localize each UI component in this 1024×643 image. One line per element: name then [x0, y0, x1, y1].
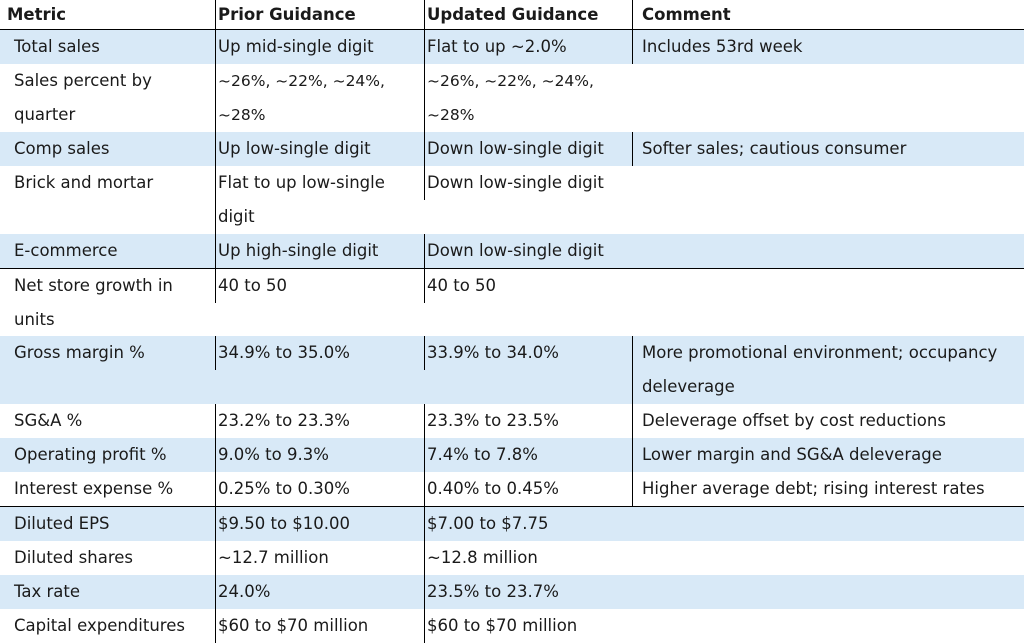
metric-cell: Tax rate — [14, 582, 80, 601]
prior-cell: 34.9% to 35.0% — [215, 336, 424, 370]
prior-cell: $60 to $70 million — [215, 609, 424, 643]
updated-cell: Down low-single digit — [424, 234, 632, 268]
table-row: E-commerce Up high-single digit Down low… — [0, 234, 1024, 268]
prior-cell: ~12.7 million — [215, 541, 424, 575]
prior-cell: ~26%, ~22%, ~24%, ~28% — [215, 64, 424, 132]
metric-cell: Capital expenditures — [14, 616, 185, 635]
comment-cell: Softer sales; cautious consumer — [632, 132, 1024, 166]
updated-cell: 23.5% to 23.7% — [424, 575, 632, 609]
prior-cell: 24.0% — [215, 575, 424, 609]
metric-cell: SG&A % — [14, 411, 83, 430]
header-updated-guidance: Updated Guidance — [424, 0, 632, 30]
comment-cell: More promotional environment; occupancy … — [632, 336, 1024, 404]
prior-cell: $9.50 to $10.00 — [215, 507, 424, 541]
metric-cell: Brick and mortar — [14, 173, 154, 192]
comment-cell: Higher average debt; rising interest rat… — [632, 472, 1024, 506]
prior-cell: 0.25% to 0.30% — [215, 472, 424, 506]
table-row: Comp sales Up low-single digit Down low-… — [0, 132, 1024, 166]
table-row: Brick and mortar Flat to up low-single d… — [0, 166, 1024, 234]
updated-cell: $60 to $70 million — [424, 609, 632, 643]
prior-cell: Flat to up low-single digit — [215, 166, 424, 234]
table-row: Capital expenditures $60 to $70 million … — [0, 609, 1024, 643]
prior-cell: 40 to 50 — [215, 269, 424, 303]
table-row: Diluted shares ~12.7 million ~12.8 milli… — [0, 541, 1024, 575]
table-header-row: Metric Prior Guidance Updated Guidance C… — [0, 0, 1024, 30]
updated-cell: 40 to 50 — [424, 269, 632, 303]
metric-cell: Interest expense % — [14, 479, 174, 498]
updated-cell: 0.40% to 0.45% — [424, 472, 632, 506]
header-prior-guidance: Prior Guidance — [215, 0, 424, 30]
metric-cell: Operating profit % — [14, 445, 167, 464]
prior-cell: Up high-single digit — [215, 234, 424, 268]
updated-cell: 23.3% to 23.5% — [424, 404, 632, 438]
table-row: Gross margin % 34.9% to 35.0% 33.9% to 3… — [0, 336, 1024, 404]
updated-cell: Flat to up ~2.0% — [424, 30, 632, 64]
metric-cell: Sales percent by quarter — [14, 71, 152, 124]
metric-cell: Gross margin % — [14, 343, 145, 362]
metric-cell: E-commerce — [14, 241, 118, 260]
comment-cell: Deleverage offset by cost reductions — [632, 404, 1024, 438]
table-row: Total sales Up mid-single digit Flat to … — [0, 30, 1024, 64]
updated-cell: ~26%, ~22%, ~24%, ~28% — [424, 64, 632, 132]
prior-cell: 9.0% to 9.3% — [215, 438, 424, 472]
metric-cell: Net store growth in units — [14, 276, 173, 329]
comment-cell: Lower margin and SG&A deleverage — [632, 438, 1024, 472]
metric-cell: Total sales — [14, 37, 100, 56]
prior-cell: Up low-single digit — [215, 132, 424, 166]
table-row: Tax rate 24.0% 23.5% to 23.7% — [0, 575, 1024, 609]
table-row: Interest expense % 0.25% to 0.30% 0.40% … — [0, 472, 1024, 506]
updated-cell: $7.00 to $7.75 — [424, 507, 632, 541]
header-comment: Comment — [632, 0, 1024, 30]
updated-cell: Down low-single digit — [424, 132, 632, 166]
table-row: Net store growth in units 40 to 50 40 to… — [0, 268, 1024, 336]
header-metric: Metric — [7, 5, 67, 24]
prior-cell: 23.2% to 23.3% — [215, 404, 424, 438]
metric-cell: Comp sales — [14, 139, 110, 158]
metric-cell: Diluted EPS — [14, 514, 110, 533]
updated-cell: ~12.8 million — [424, 541, 632, 575]
prior-cell: Up mid-single digit — [215, 30, 424, 64]
metric-cell: Diluted shares — [14, 548, 134, 567]
table-row: Operating profit % 9.0% to 9.3% 7.4% to … — [0, 438, 1024, 472]
table-row: SG&A % 23.2% to 23.3% 23.3% to 23.5% Del… — [0, 404, 1024, 438]
updated-cell: 7.4% to 7.8% — [424, 438, 632, 472]
table-row: Diluted EPS $9.50 to $10.00 $7.00 to $7.… — [0, 506, 1024, 541]
updated-cell: Down low-single digit — [424, 166, 632, 200]
comment-cell: Includes 53rd week — [632, 30, 1024, 64]
table-row: Sales percent by quarter ~26%, ~22%, ~24… — [0, 64, 1024, 132]
updated-cell: 33.9% to 34.0% — [424, 336, 632, 370]
